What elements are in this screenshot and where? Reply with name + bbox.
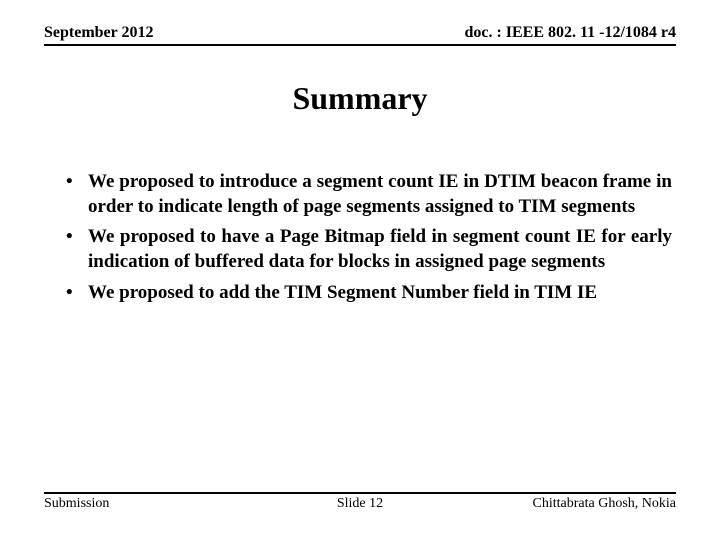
slide-footer: Submission Slide 12 Chittabrata Ghosh, N… [44, 492, 676, 512]
list-item: We proposed to add the TIM Segment Numbe… [60, 281, 672, 306]
slide-header: September 2012 doc. : IEEE 802. 11 -12/1… [44, 24, 676, 46]
footer-submission: Submission [44, 496, 255, 512]
footer-author: Chittabrata Ghosh, Nokia [465, 496, 676, 512]
footer-slide-number: Slide 12 [255, 496, 466, 512]
list-item: We proposed to have a Page Bitmap field … [60, 225, 672, 274]
header-date: September 2012 [44, 24, 153, 42]
header-doc-id: doc. : IEEE 802. 11 -12/1084 r4 [464, 24, 676, 42]
list-item: We proposed to introduce a segment count… [60, 170, 672, 219]
slide-title: Summary [0, 80, 720, 117]
bullet-list: We proposed to introduce a segment count… [60, 170, 672, 311]
